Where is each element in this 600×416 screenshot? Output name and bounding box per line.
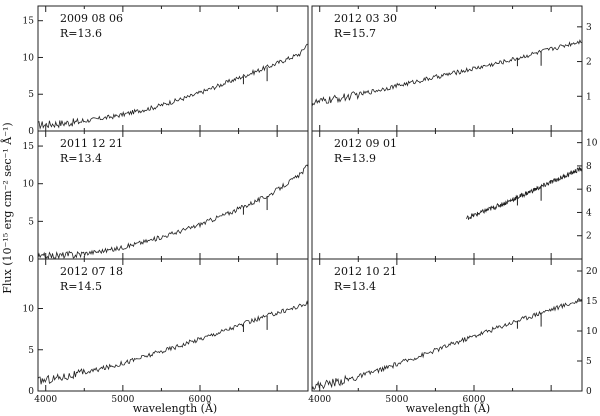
- spectrum-line: [466, 166, 583, 220]
- y-axis-label: Flux (10⁻¹⁵ erg cm⁻² sec⁻¹ Å⁻¹): [0, 122, 14, 293]
- panel-ratio-label: R=14.5: [60, 280, 102, 293]
- panel-frame: [37, 130, 309, 260]
- y-tick-label: 0: [586, 387, 592, 397]
- y-tick-label: 8: [586, 162, 592, 172]
- y-tick-label: 5: [28, 346, 34, 356]
- y-tick-label: 5: [28, 90, 34, 100]
- panel-frame: [311, 258, 583, 392]
- panels: 0 5 10 15 2009 08 06 R=13.6 1 2 3 2012 03 30 R=15.…: [23, 5, 598, 405]
- panel-top-left: 0 5 10 15 2009 08 06 R=13.6: [23, 5, 309, 137]
- panel-ratio-label: R=13.9: [334, 152, 376, 165]
- x-tick-label: 4000: [308, 395, 331, 405]
- panel-frame: [37, 258, 309, 392]
- panel-date-label: 2011 12 21: [60, 137, 123, 150]
- spectrum-line: [311, 39, 582, 107]
- y-tick-label: 15: [23, 142, 35, 152]
- panel-bottom-right: 0 5 10 15 20 4000 5000 6000 2012 10 21 R=13.4: [308, 258, 598, 405]
- y-tick-label: 4: [586, 208, 592, 218]
- x-tick-label: 5000: [385, 395, 408, 405]
- panel-top-right: 1 2 3 2012 03 30 R=15.7: [311, 5, 592, 132]
- x-axis-label-right: wavelength (Å): [406, 401, 490, 415]
- y-tick-label: 15: [23, 17, 35, 27]
- spectrum-line: [37, 43, 309, 130]
- y-tick-label: 10: [23, 305, 35, 315]
- spectrum-line: [311, 297, 583, 391]
- panel-date-label: 2012 03 30: [334, 12, 397, 25]
- y-tick-label: 3: [586, 23, 592, 33]
- y-tick-label: 10: [23, 180, 35, 190]
- y-tick-label: 10: [586, 327, 598, 337]
- panel-date-label: 2012 09 01: [334, 137, 397, 150]
- y-tick-label: 2: [586, 58, 592, 68]
- y-tick-label: 20: [586, 267, 598, 277]
- x-tick-label: 4000: [34, 395, 57, 405]
- panel-bottom-left: 0 5 10 4000 5000 6000 2012 07 18 R=14.5: [23, 258, 309, 405]
- panel-ratio-label: R=15.7: [334, 27, 376, 40]
- y-tick-label: 10: [23, 53, 35, 63]
- y-tick-label: 1: [586, 92, 592, 102]
- y-tick-label: 0: [28, 127, 34, 137]
- x-tick-label: 6000: [189, 395, 212, 405]
- spectrum-line: [37, 300, 309, 385]
- x-tick-label: 5000: [111, 395, 134, 405]
- x-tick-label: 6000: [463, 395, 486, 405]
- y-tick-label: 2: [586, 232, 592, 242]
- y-tick-label: 5: [586, 357, 592, 367]
- x-axis-label-left: wavelength (Å): [133, 401, 217, 415]
- y-tick-label: 6: [586, 185, 592, 195]
- panel-date-label: 2012 10 21: [334, 265, 397, 278]
- y-tick-label: 15: [586, 297, 598, 307]
- panel-date-label: 2009 08 06: [60, 12, 123, 25]
- panel-ratio-label: R=13.4: [60, 152, 102, 165]
- y-tick-label: 0: [28, 387, 34, 397]
- spectrum-line: [37, 164, 309, 260]
- panel-middle-right: 2 4 6 8 10 2012 09 01 R=13.9: [311, 130, 598, 260]
- y-tick-label: 10: [586, 139, 598, 149]
- panel-ratio-label: R=13.4: [334, 280, 376, 293]
- y-tick-label: 5: [28, 217, 34, 227]
- panel-ratio-label: R=13.6: [60, 27, 102, 40]
- panel-date-label: 2012 07 18: [60, 265, 123, 278]
- panel-middle-left: 0 5 10 15 2011 12 21 R=13.4: [23, 130, 309, 265]
- y-tick-label: 0: [28, 255, 34, 265]
